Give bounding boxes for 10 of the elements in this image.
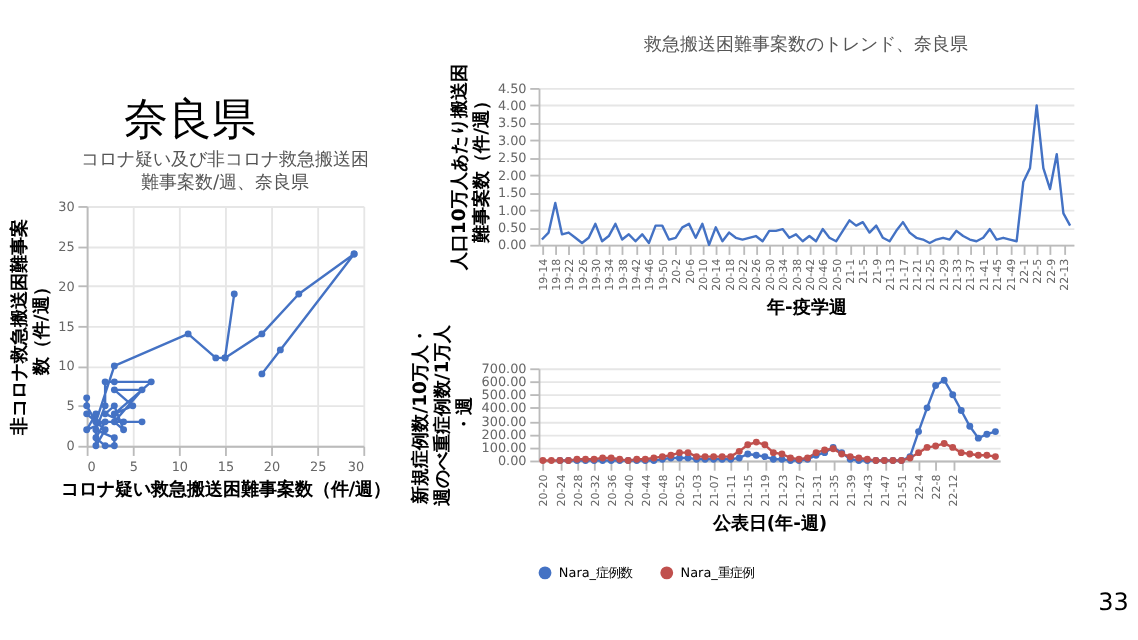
y-axis-title: 非コロナ救急搬送困難事案数（件/週）	[9, 218, 54, 437]
chart-title: コロナ疑い及び非コロナ救急搬送困難事案数/週、奈良県	[81, 149, 370, 194]
x-axis-title: 公表日(年-週)	[710, 512, 828, 535]
chart-title: 救急搬送困難事案数のトレンド、奈良県	[642, 34, 969, 57]
text: 33	[1098, 587, 1129, 616]
text: 奈良県	[123, 94, 256, 147]
y-axis-title: 新規症例数/10万人・週のべ重症例数/1万人・週	[410, 322, 477, 509]
y-axis-title: 人口10万人あたり搬送困難事案数（件/週）	[448, 64, 493, 273]
x-axis-title: 年-疫学週	[765, 296, 849, 319]
x-axis-title: コロナ疑い救急搬送困難事案数（件/週）	[60, 478, 392, 501]
